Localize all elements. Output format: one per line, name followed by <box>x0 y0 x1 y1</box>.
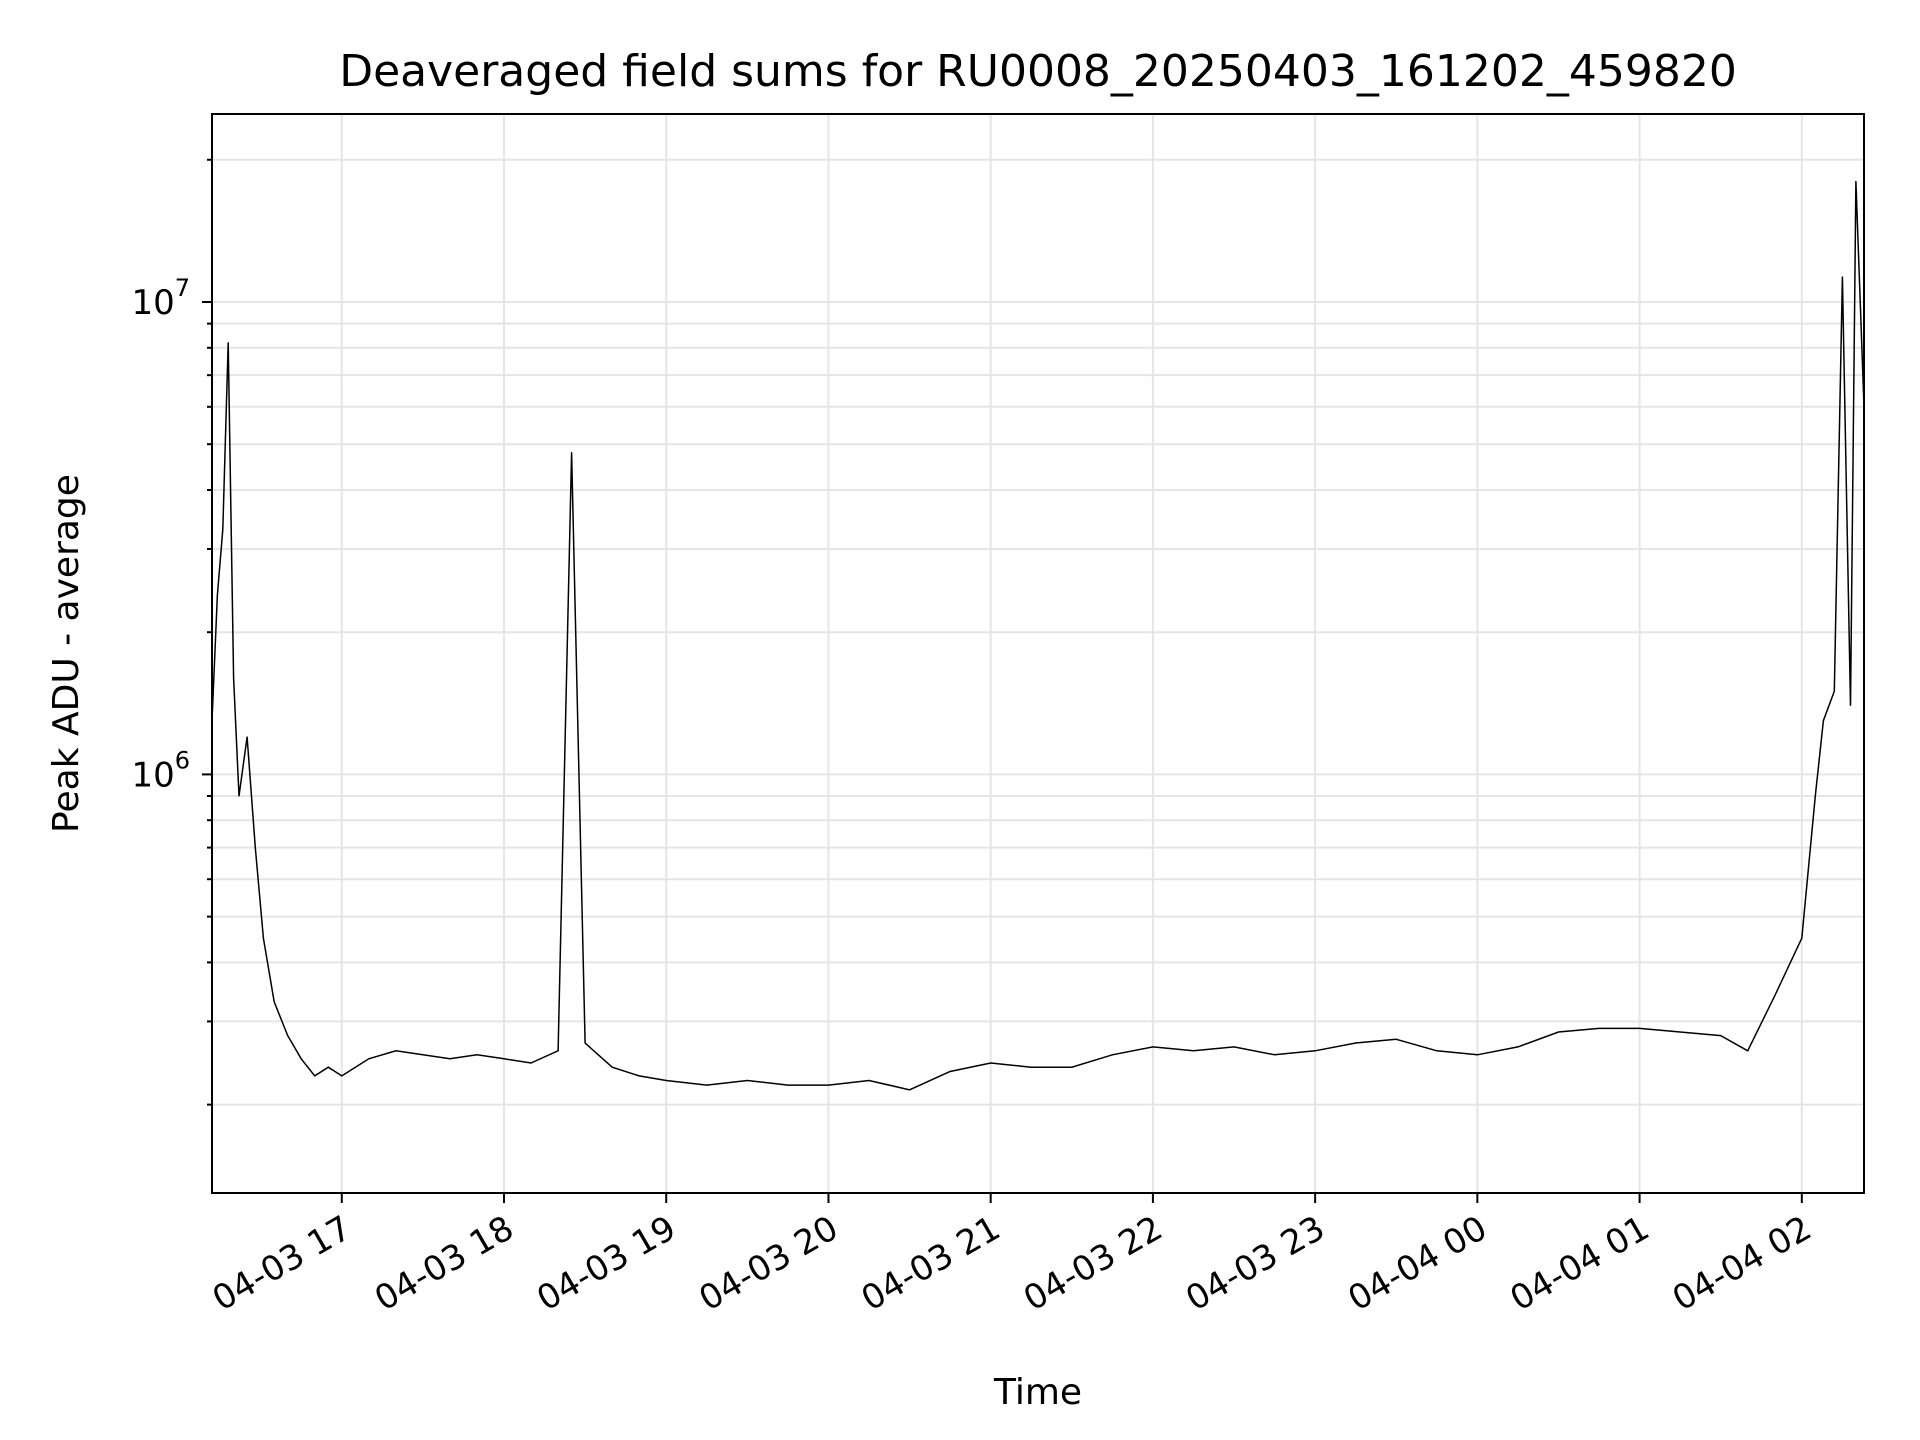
data-point <box>1814 795 1816 797</box>
data-point <box>530 1062 532 1064</box>
y-tick-label: 106 <box>131 746 190 795</box>
data-point <box>503 1058 505 1060</box>
data-point <box>949 1070 951 1073</box>
data-layer <box>211 180 1865 1091</box>
data-point <box>1679 1031 1681 1033</box>
data-point <box>611 1066 613 1068</box>
data-point <box>476 1054 478 1056</box>
data-point <box>1855 180 1857 182</box>
data-point <box>1192 1050 1195 1052</box>
y-tick-label: 107 <box>131 274 190 323</box>
data-point <box>1849 704 1852 706</box>
plot-frame <box>211 113 1865 1194</box>
data-point <box>990 1062 992 1064</box>
chart-title: Deaveraged field sums for RU0008_2025040… <box>339 46 1737 97</box>
data-point <box>1801 937 1803 939</box>
data-point <box>216 594 219 596</box>
data-point <box>238 795 240 797</box>
data-point <box>706 1084 708 1086</box>
data-point <box>222 528 224 531</box>
data-point <box>1071 1066 1073 1068</box>
data-point <box>1822 719 1825 722</box>
data-point <box>1720 1034 1722 1037</box>
data-point <box>1355 1042 1357 1044</box>
data-point <box>1030 1066 1032 1068</box>
data-point <box>638 1075 640 1077</box>
data-point <box>449 1058 451 1060</box>
grid <box>212 114 1864 1193</box>
y-axis-label: Peak ADU - average <box>46 474 87 833</box>
data-point <box>246 736 248 738</box>
data-point <box>368 1058 370 1060</box>
data-point <box>746 1079 748 1082</box>
data-point <box>1395 1038 1397 1040</box>
data-point <box>1436 1050 1438 1052</box>
data-point <box>665 1079 667 1082</box>
data-point <box>300 1058 302 1060</box>
data-point <box>1517 1046 1519 1048</box>
data-point <box>827 1084 830 1086</box>
data-point <box>584 1042 586 1044</box>
data-point <box>1476 1054 1478 1056</box>
data-point <box>287 1034 289 1037</box>
data-point <box>1233 1046 1235 1048</box>
data-point <box>227 342 229 344</box>
data-point <box>273 1001 275 1003</box>
data-point <box>1638 1027 1641 1029</box>
data-point <box>1314 1050 1316 1052</box>
data-point <box>557 1050 559 1052</box>
data-point <box>327 1066 329 1068</box>
data-point <box>422 1054 424 1056</box>
data-point <box>1774 995 1776 997</box>
series-line <box>211 181 1865 1091</box>
data-point <box>1841 276 1843 278</box>
data-point <box>571 451 573 454</box>
x-axis-label: Time <box>993 1372 1082 1413</box>
data-point <box>262 937 264 939</box>
data-point <box>1557 1031 1560 1033</box>
data-point <box>787 1084 789 1086</box>
data-point <box>868 1079 870 1082</box>
data-point <box>1111 1054 1113 1056</box>
data-point <box>1598 1027 1600 1029</box>
data-point <box>908 1089 911 1091</box>
data-point <box>341 1075 343 1077</box>
data-point <box>1833 690 1835 692</box>
data-point <box>1747 1050 1749 1052</box>
data-point <box>254 846 256 849</box>
data-point <box>314 1075 316 1077</box>
data-point <box>395 1050 397 1052</box>
data-point <box>1273 1054 1276 1056</box>
data-point <box>1152 1046 1154 1048</box>
data-point <box>233 677 235 679</box>
